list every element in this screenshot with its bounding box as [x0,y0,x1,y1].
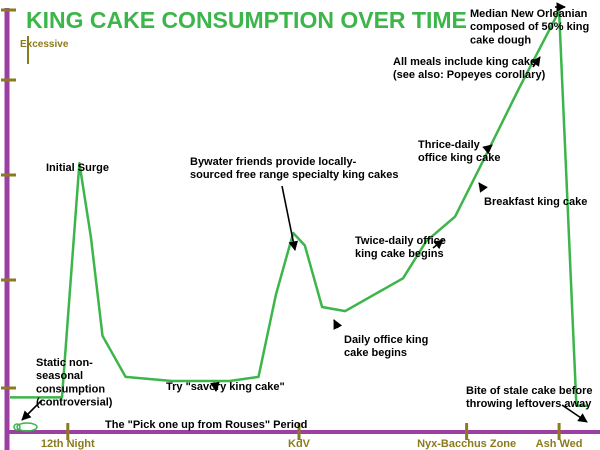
consumption-line [10,9,588,407]
annotation-arrow [210,381,220,392]
annotation-arrow [21,399,43,421]
annotation-line: Initial Surge [46,162,109,174]
annotation-line: Daily office king [344,334,428,346]
annotation-line: (see also: Popeyes corollary) [393,69,546,81]
annotation: Daily office king cake begins [344,334,428,359]
annotation-line: cake dough [470,34,531,46]
x-tick-label: Nyx-Bacchus Zone [417,438,516,450]
axes: 12th Night KdV Nyx-Bacchus Zone Ash Wed [1,8,600,450]
annotation-arrow [478,182,488,193]
chart-title: KING CAKE CONSUMPTION OVER TIME [26,7,467,33]
x-tick-label: KdV [288,438,311,450]
annotation-line: office king cake [418,152,501,164]
annotation-line: consumption [36,383,105,395]
annotation: Try "savory king cake" [166,381,285,393]
annotation-line: All meals include king cake [393,56,536,68]
y-top-label: Excessive [20,39,69,50]
annotation: Initial Surge [46,162,109,174]
annotation-line: Twice-daily office [355,235,446,247]
annotation-line: Bite of stale cake before [466,385,593,397]
annotation-line: Breakfast king cake [484,196,587,208]
annotation-arrow [281,185,298,251]
baby-body [16,422,38,432]
annotation-arrow [333,319,343,330]
annotation: Bywater friends provide locally-sourced … [190,156,399,181]
annotation-arrow [482,144,493,155]
annotation: Breakfast king cake [484,196,587,208]
annotation-line: composed of 50% king [470,21,589,33]
annotation: Bite of stale cake before throwing leftov… [466,385,593,410]
annotation-line: The "Pick one up from Rouses" Period [105,419,307,431]
baby-head [13,423,21,431]
annotation: Twice-daily office king cake begins [355,235,446,260]
series [10,9,588,407]
annotation-line: Median New Orleanian [470,8,588,20]
annotation-line: Try "savory king cake" [166,381,285,393]
annotation-line: Static non- [36,357,93,369]
annotation-line: sourced free range specialty king cakes [190,169,399,181]
annotation: The "Pick one up from Rouses" Period [105,419,307,431]
annotation-arrow [432,239,444,250]
x-tick-label: Ash Wed [536,438,583,450]
annotation-line: Bywater friends provide locally- [190,156,357,168]
annotation: Static non-seasonal consumption (controver… [36,357,113,409]
annotation: Thrice-daily office king cake [418,139,501,164]
baby-icon [13,422,38,432]
annotation-line: cake begins [344,347,407,359]
annotation-line: throwing leftovers away [466,398,592,410]
annotation-line: (controversial) [36,397,113,409]
annotation-arrow [531,56,541,68]
annotations: Median New Orleanian composed of 50% king… [36,8,593,431]
annotation-arrow [561,404,588,423]
annotation: All meals include king cake (see also: Po… [393,56,546,81]
annotation-arrows [21,2,588,423]
annotation-line: king cake begins [355,248,444,260]
annotation: Median New Orleanian composed of 50% king… [470,8,589,46]
x-tick-label: 12th Night [41,438,95,450]
annotation-line: seasonal [36,370,83,382]
annotation-line: Thrice-daily [418,139,481,151]
